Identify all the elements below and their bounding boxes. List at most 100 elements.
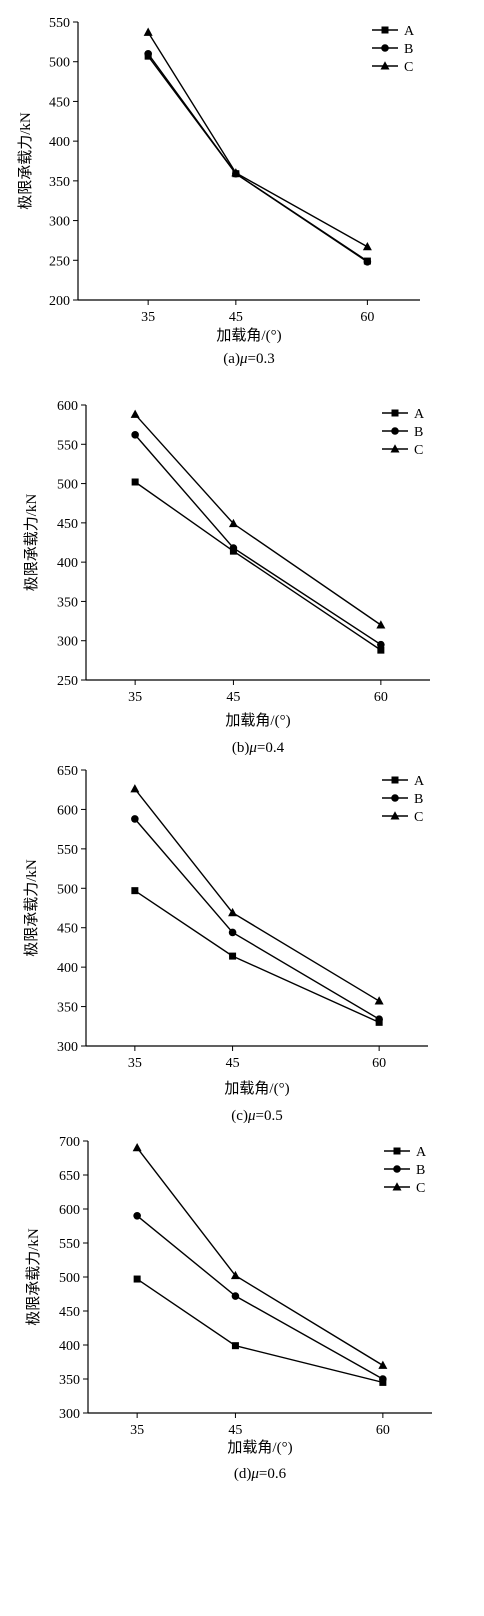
y-tick-label: 600 [59, 1203, 80, 1218]
data-point-c [376, 620, 386, 629]
x-tick-label: 45 [226, 690, 240, 705]
legend-marker-a [393, 1147, 401, 1155]
x-tick-label: 35 [141, 310, 155, 325]
legend-label-b: B [414, 425, 423, 440]
y-tick-label: 300 [59, 1407, 80, 1422]
y-tick-label: 300 [49, 215, 70, 230]
legend: ABC [384, 1145, 427, 1196]
data-point-a [131, 478, 139, 486]
legend-label-c: C [414, 810, 423, 825]
x-tick-label: 60 [372, 1056, 386, 1071]
data-point-b [363, 258, 372, 266]
x-tick-label: 60 [376, 1423, 390, 1438]
x-axis-title: 加载角/(°) [224, 1080, 289, 1097]
x-axis-title: 加载角/(°) [216, 327, 281, 344]
x-axis-title: 加载角/(°) [227, 1439, 292, 1456]
y-tick-label: 350 [57, 1001, 78, 1016]
data-point-b [229, 544, 238, 552]
y-tick-label: 400 [57, 556, 78, 571]
data-point-b [228, 928, 237, 937]
y-tick-label: 650 [59, 1169, 80, 1184]
y-axis-title: 极限承载力/kN [17, 112, 34, 210]
x-tick-label: 60 [374, 690, 388, 705]
y-tick-label: 250 [57, 674, 78, 689]
y-tick-label: 250 [49, 254, 70, 269]
data-point-c [362, 241, 372, 251]
x-tick-label: 60 [360, 310, 374, 325]
y-tick-label: 600 [57, 399, 78, 414]
y-axis-title: 极限承载力/kN [25, 1228, 42, 1326]
y-tick-label: 550 [57, 438, 78, 453]
data-point-a [377, 646, 385, 654]
chart-c: 300 350 400 450 500 550 600 650 35 45 60 ABC 极限承载力/k… [23, 764, 428, 1124]
series-line-a [147, 55, 368, 262]
data-point-a [131, 887, 139, 895]
legend-label-a: A [414, 407, 425, 422]
x-tick-label: 45 [228, 1423, 242, 1438]
data-point-b [131, 815, 139, 823]
legend-marker-a [381, 26, 389, 34]
legend-label-a: A [416, 1145, 427, 1160]
data-point-c [228, 518, 238, 528]
y-tick-label: 600 [57, 803, 78, 818]
data-point-b [133, 1212, 141, 1220]
y-tick-label: 500 [49, 56, 70, 71]
legend-label-b: B [404, 42, 413, 57]
data-point-b [379, 1375, 387, 1383]
data-point-c [228, 907, 238, 917]
legend-marker-b [393, 1165, 401, 1173]
legend: ABC [382, 774, 425, 825]
data-point-c [230, 1270, 240, 1280]
chart-a: 200 250 300 350 400 450 500 550 35 45 60 ABC 极限承载力/k… [17, 16, 420, 367]
y-tick-label: 300 [57, 1040, 78, 1055]
series-line-c [136, 1147, 384, 1366]
data-point-c [132, 1143, 142, 1152]
legend-marker-c [390, 811, 400, 820]
y-axis-title: 极限承载力/kN [23, 859, 40, 957]
data-point-c [378, 1360, 388, 1369]
caption-d: (d)μ=0.6 [234, 1466, 287, 1482]
data-point-b [231, 1292, 240, 1300]
x-tick-label: 45 [226, 1056, 240, 1071]
data-point-b [131, 431, 139, 439]
data-point-c [130, 784, 140, 793]
legend-label-b: B [416, 1163, 425, 1178]
y-tick-label: 350 [59, 1373, 80, 1388]
y-tick-label: 350 [57, 595, 78, 610]
chart-d: 300 350 400 450 500 550 600 650 700 35 45 60 ABC 极限承载… [25, 1135, 432, 1482]
y-tick-label: 450 [57, 922, 78, 937]
y-tick-label: 300 [57, 635, 78, 650]
series-line-c [147, 31, 368, 248]
y-tick-label: 500 [59, 1271, 80, 1286]
y-tick-label: 350 [49, 175, 70, 190]
data-point-c [143, 27, 153, 36]
legend-marker-c [380, 61, 390, 70]
data-point-c [130, 409, 140, 418]
y-tick-label: 700 [59, 1135, 80, 1150]
series-line-a [136, 1278, 384, 1384]
legend-label-c: C [414, 443, 423, 458]
x-tick-label: 45 [229, 310, 243, 325]
y-tick-label: 200 [49, 294, 70, 309]
y-tick-label: 450 [59, 1305, 80, 1320]
legend-label-b: B [414, 792, 423, 807]
series-line-c [134, 413, 382, 626]
legend-marker-c [390, 444, 400, 453]
legend-marker-a [391, 776, 399, 784]
x-tick-label: 35 [128, 690, 142, 705]
series-line-c [134, 788, 380, 1002]
data-point-c [231, 168, 241, 177]
data-point-a [231, 1342, 239, 1350]
series-line-a [134, 890, 380, 1023]
x-tick-label: 35 [128, 1056, 142, 1071]
y-tick-label: 400 [57, 961, 78, 976]
legend-marker-b [391, 794, 399, 802]
y-tick-label: 650 [57, 764, 78, 779]
x-tick-label: 35 [130, 1423, 144, 1438]
legend-label-c: C [416, 1181, 425, 1196]
data-point-a [133, 1275, 141, 1283]
series-line-b [134, 818, 380, 1020]
data-point-c [374, 996, 384, 1005]
y-tick-label: 500 [57, 882, 78, 897]
y-tick-label: 550 [57, 843, 78, 858]
